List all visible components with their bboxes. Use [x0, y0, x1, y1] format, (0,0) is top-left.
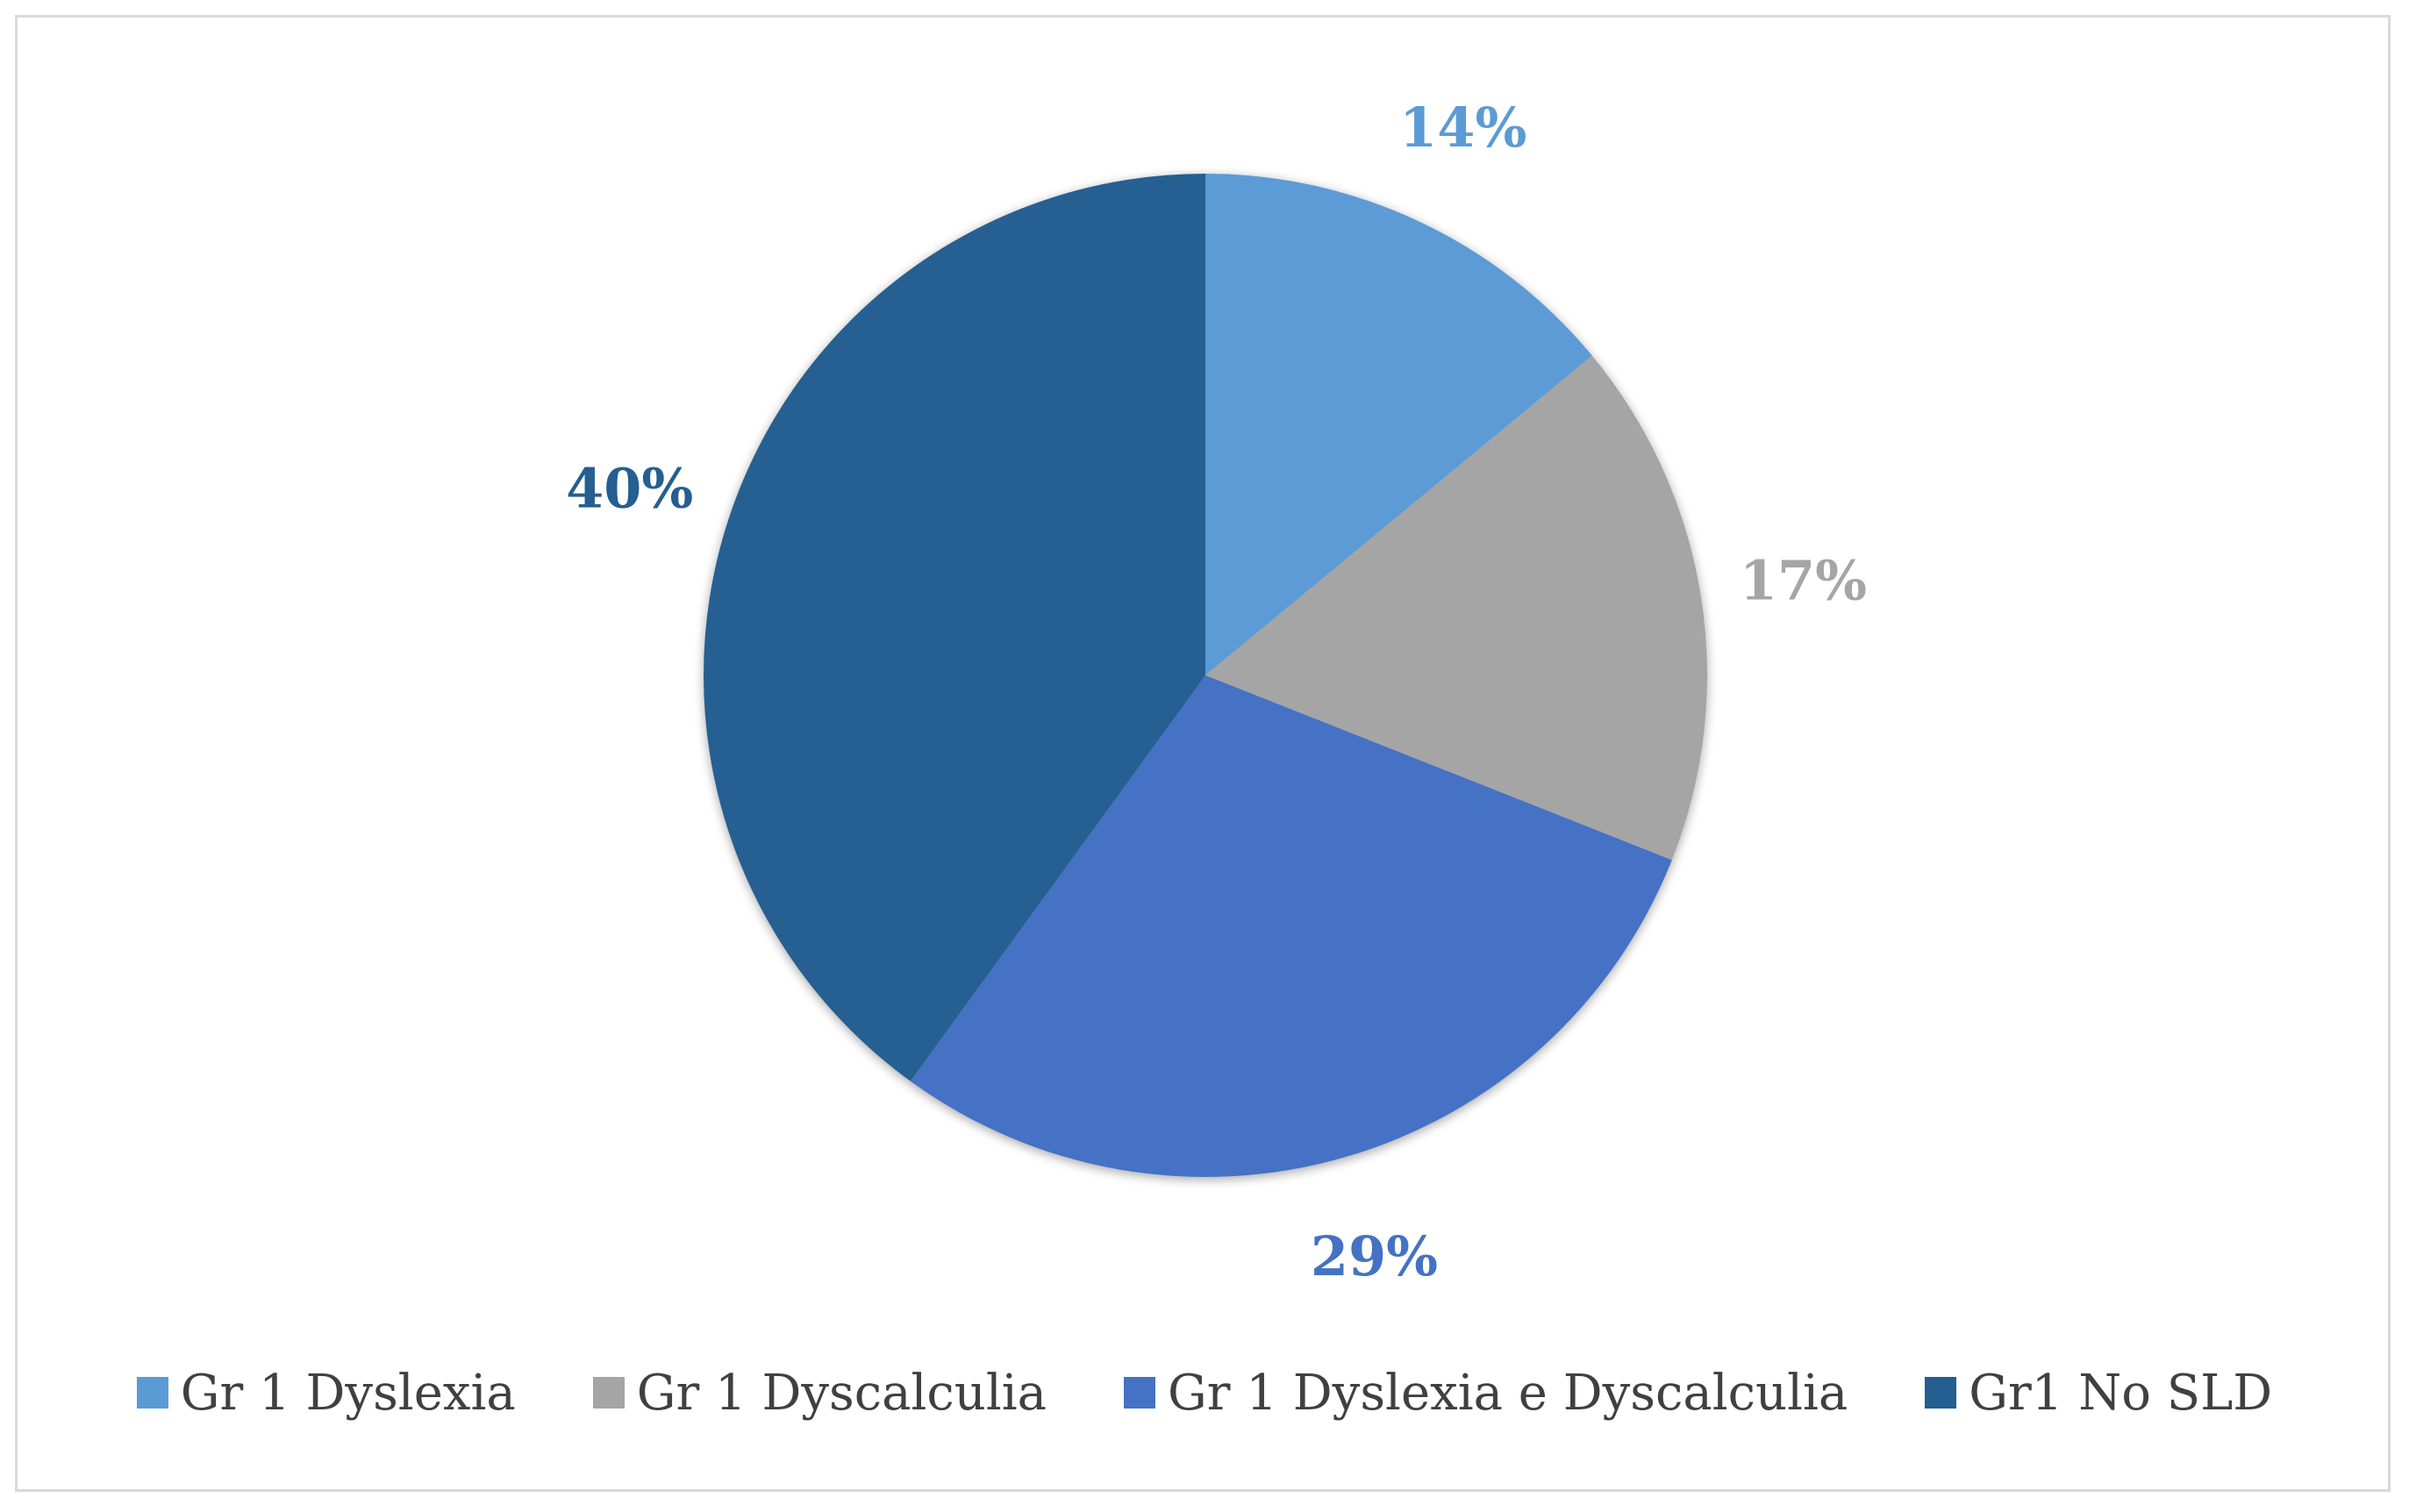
data-label-gr-1-dyslexia-e-dyscalculia: 29%	[1311, 1224, 1438, 1288]
pie-slice-gr-1-dyslexia	[1205, 174, 1592, 675]
legend-label: Gr 1 Dyslexia	[180, 1364, 516, 1422]
legend-item-gr-1-dyscalculia: Gr 1 Dyscalculia	[592, 1364, 1047, 1422]
data-label-gr-1-dyslexia: 14%	[1399, 96, 1526, 160]
data-label-gr1-no-sld: 40%	[566, 456, 693, 520]
legend: Gr 1 Dyslexia Gr 1 Dyscalculia Gr 1 Dyslex…	[0, 1358, 2409, 1428]
pie-slice-gr-1-dyscalculia	[1205, 355, 1707, 860]
legend-swatch	[1925, 1377, 1957, 1409]
legend-label: Gr 1 Dyslexia e Dyscalculia	[1168, 1364, 1848, 1422]
pie-slices	[704, 174, 1707, 1177]
pie-slice-gr1-no-sld	[704, 174, 1205, 1081]
data-label-gr-1-dyscalculia: 17%	[1740, 549, 1867, 613]
legend-label: Gr 1 Dyscalculia	[636, 1364, 1047, 1422]
legend-swatch	[136, 1377, 168, 1409]
legend-item-gr-1-dyslexia: Gr 1 Dyslexia	[136, 1364, 516, 1422]
legend-swatch	[1124, 1377, 1156, 1409]
legend-item-gr-1-dyslexia-e-dyscalculia: Gr 1 Dyslexia e Dyscalculia	[1124, 1365, 1848, 1422]
legend-swatch	[592, 1377, 625, 1409]
legend-item-gr1-no-sld: Gr1 No SLD	[1925, 1365, 2272, 1422]
pie-data-labels: 14% 17% 29% 40%	[566, 96, 1867, 1288]
pie-slice-gr-1-dyslexia-e-dyscalculia	[910, 675, 1672, 1177]
legend-label: Gr1 No SLD	[1969, 1364, 2273, 1422]
